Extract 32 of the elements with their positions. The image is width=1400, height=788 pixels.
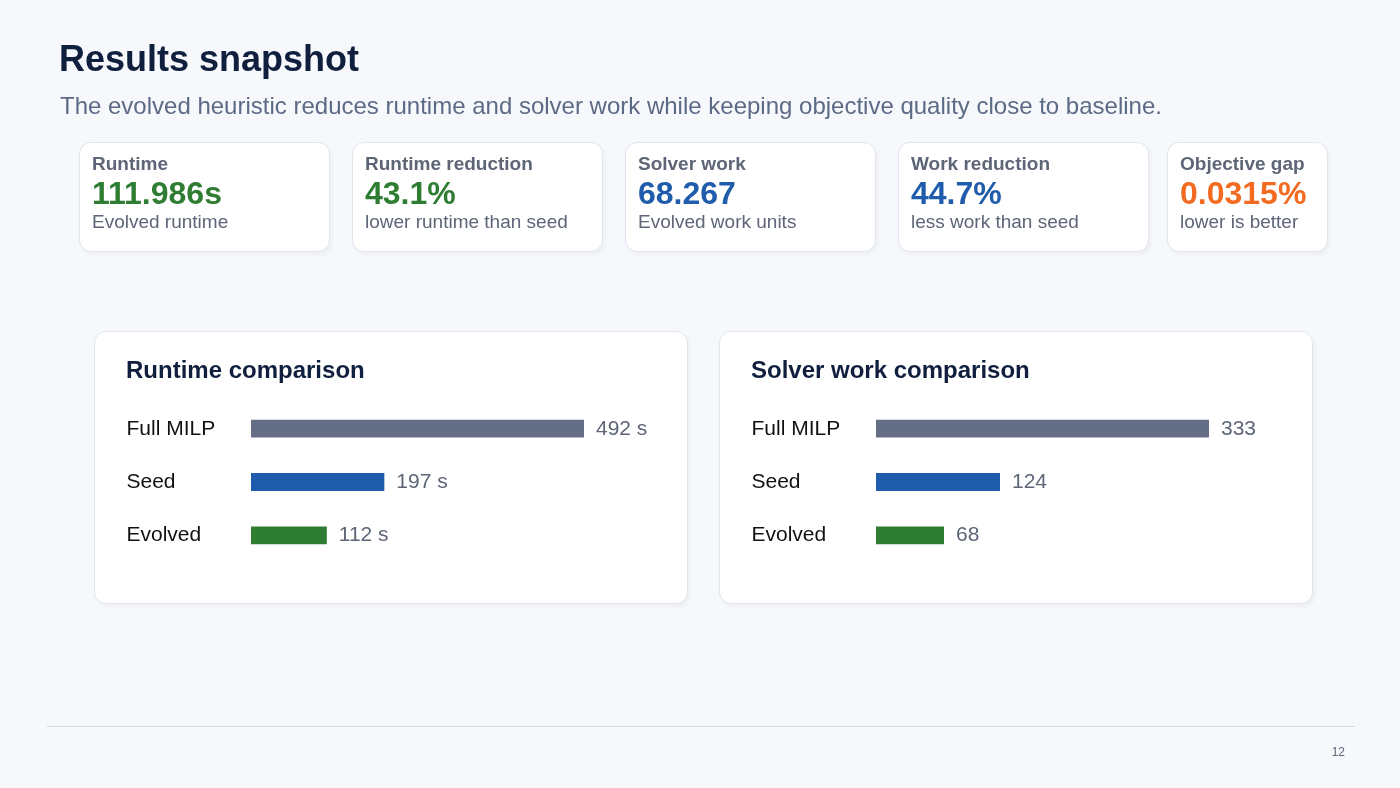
text: 43.1% [365,175,457,211]
text: less work than seed [911,211,1080,233]
data-label: 124 [1012,469,1048,492]
data-label: 492 s [596,415,648,439]
y-tick-label: Full MILP [751,415,841,439]
text: 12 [1331,745,1345,759]
chart-title: Runtime comparison [126,356,365,383]
text: Objective gap [1180,153,1306,175]
y-tick-label: Full MILP [126,415,216,439]
text: Results snapshot [59,38,360,80]
text: lower is better [1180,211,1300,233]
y-tick-label: Evolved [751,522,827,546]
text: 111.986s [92,175,223,211]
text: Evolved work units [638,211,798,233]
text: 0.0315% [1180,175,1308,211]
text: Runtime reduction [365,153,534,175]
data-label: 333 [1221,415,1257,439]
text: Solver work [638,153,747,175]
text: Evolved runtime [92,211,230,233]
text: 68.267 [638,175,737,211]
data-label: 197 s [396,469,448,492]
chart-title: Solver work comparison [751,356,1030,383]
text: lower runtime than seed [365,211,569,233]
text: Runtime [92,153,169,175]
text: 44.7% [911,175,1003,211]
y-tick-label: Seed [126,469,176,492]
text: The evolved heuristic reduces runtime and solver work while keeping objective quality close to baseline. [60,92,1162,120]
data-label: 112 s [338,522,389,546]
text: Work reduction [911,153,1051,175]
data-label: 68 [956,522,980,546]
y-tick-label: Seed [751,469,801,492]
y-tick-label: Evolved [126,522,202,546]
